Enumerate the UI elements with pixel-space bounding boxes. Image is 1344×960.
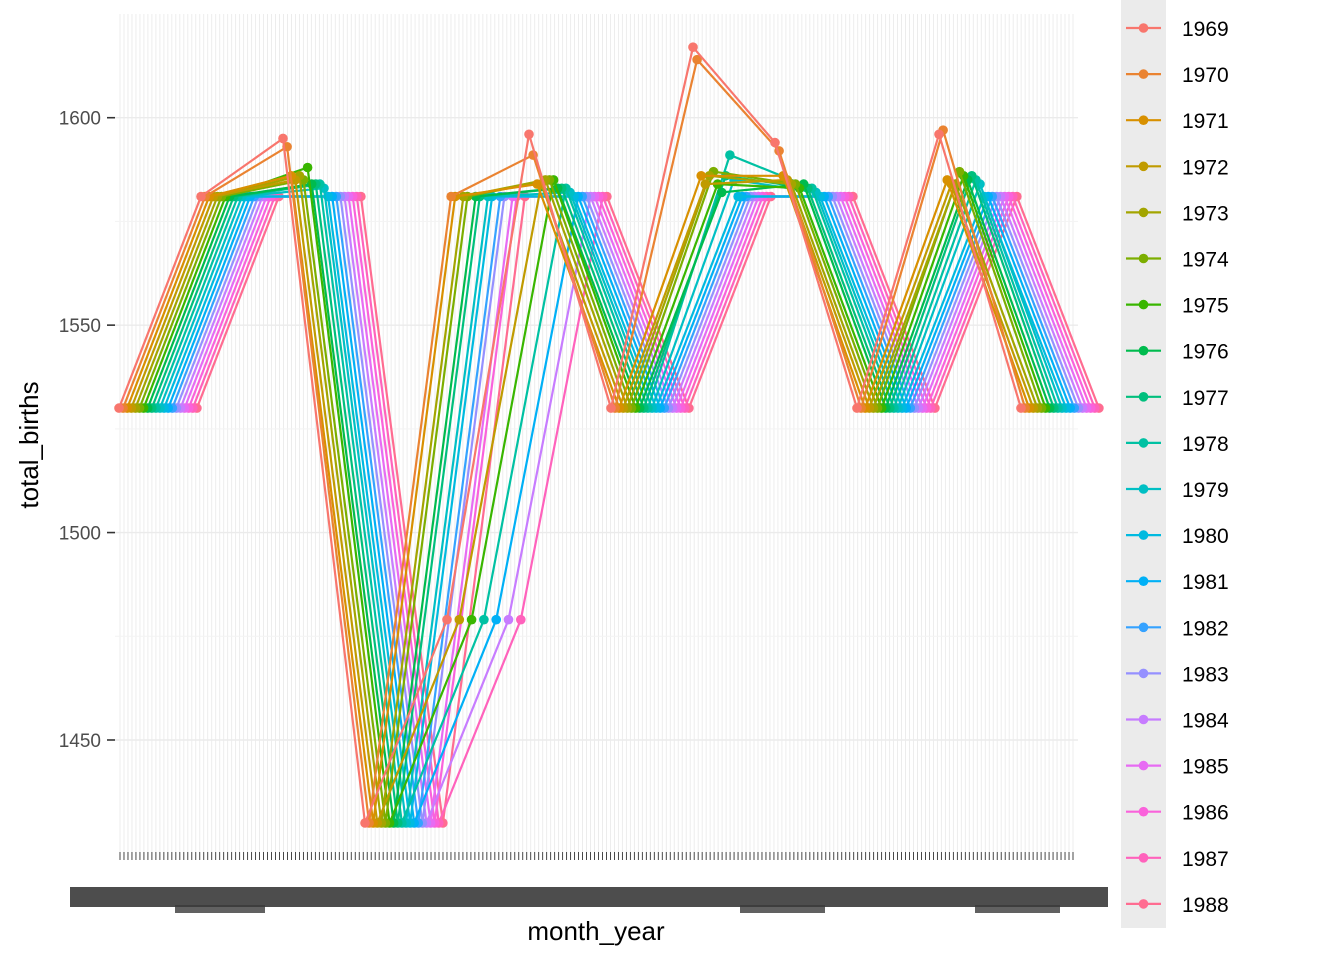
legend-label: 1982 (1182, 617, 1229, 640)
legend-label: 1978 (1182, 433, 1229, 456)
legend-key-point (1138, 23, 1149, 33)
data-point (491, 614, 502, 625)
legend-key-background (1121, 0, 1166, 928)
data-point (114, 403, 124, 413)
legend-label: 1972 (1182, 156, 1229, 179)
data-point (733, 191, 743, 202)
data-point (1016, 403, 1026, 413)
series-line (134, 174, 1039, 824)
data-point (524, 129, 534, 140)
data-point (696, 170, 706, 181)
x-tick-labels-overlap (740, 905, 825, 913)
series-line (163, 193, 1068, 824)
data-point (442, 614, 452, 625)
data-point (479, 614, 489, 625)
series-line (130, 178, 1035, 828)
data-point (770, 137, 780, 148)
series-line (146, 176, 1051, 824)
legend-label: 1973 (1182, 202, 1229, 225)
legend-key-point (1138, 806, 1149, 817)
legend-key-point (1138, 161, 1149, 172)
legend-key-point (1138, 530, 1149, 540)
legend-key-point (1138, 484, 1149, 494)
legend-label: 1985 (1182, 756, 1229, 779)
x-tick-labels-overlap (70, 887, 1108, 907)
data-point (942, 175, 952, 185)
legend-label: 1969 (1182, 18, 1229, 41)
data-point (606, 403, 616, 413)
data-point (446, 191, 456, 202)
data-point (196, 191, 206, 202)
data-point (516, 614, 526, 625)
x-tick-labels-overlap (175, 905, 265, 913)
y-tick-label: 1450 (59, 731, 101, 752)
data-point (716, 187, 727, 198)
legend-key-point (1138, 115, 1149, 125)
data-point (700, 179, 711, 189)
legend-label: 1970 (1182, 64, 1229, 87)
legend-key-point (1138, 69, 1149, 79)
legend-label: 1983 (1182, 663, 1229, 686)
y-axis-title: total_births (14, 381, 44, 508)
legend-key-point (1138, 899, 1149, 909)
legend-label: 1988 (1182, 894, 1229, 917)
legend-label: 1986 (1182, 802, 1229, 825)
legend-label: 1976 (1182, 341, 1229, 364)
y-axis: 1450 1500 1550 1600 (59, 109, 115, 752)
legend-label: 1980 (1182, 525, 1229, 548)
legend-key-point (1138, 392, 1149, 402)
x-tick-labels-overlap (975, 905, 1060, 913)
series-line (117, 44, 1023, 824)
legend-key-point (1138, 622, 1149, 633)
data-point (503, 614, 514, 625)
legend-label: 1984 (1182, 710, 1229, 733)
legend-label: 1971 (1182, 110, 1229, 133)
legend: 1969 1970 1971 1972 1973 1974 1975 1976 1977 1978… (1121, 0, 1229, 928)
data-point (532, 179, 542, 189)
legend-key-point (1138, 438, 1149, 448)
legend-key-point (1138, 253, 1149, 264)
data-point (852, 403, 862, 413)
series-1969 (114, 42, 1026, 828)
data-point (360, 818, 370, 828)
legend-label: 1975 (1182, 295, 1229, 318)
data-point (725, 150, 735, 160)
data-point (302, 162, 313, 173)
y-tick-label: 1550 (59, 316, 101, 337)
legend-key-point (1138, 853, 1149, 863)
data-point (692, 54, 702, 65)
y-tick-label: 1600 (59, 109, 101, 130)
legend-key-point (1138, 345, 1149, 356)
data-point (466, 614, 477, 625)
series-layer (114, 42, 1104, 828)
series-line (138, 168, 1043, 824)
legend-label: 1974 (1182, 249, 1229, 272)
legend-label: 1979 (1182, 479, 1229, 502)
legend-label: 1987 (1182, 848, 1229, 871)
data-point (454, 614, 465, 625)
y-tick-label: 1500 (59, 524, 101, 545)
legend-key-point (1138, 576, 1149, 586)
data-point (688, 42, 698, 52)
legend-key-point (1138, 299, 1149, 310)
legend-key-point (1138, 714, 1149, 725)
grid (115, 14, 1078, 852)
data-point (278, 133, 288, 144)
legend-key-point (1138, 760, 1149, 771)
legend-key-point (1138, 207, 1149, 218)
x-axis-title: month_year (527, 916, 665, 946)
legend-key-point (1138, 668, 1149, 679)
x-axis (70, 852, 1108, 913)
legend-label: 1981 (1182, 571, 1229, 594)
legend-label: 1977 (1182, 387, 1229, 410)
data-point (934, 129, 944, 140)
